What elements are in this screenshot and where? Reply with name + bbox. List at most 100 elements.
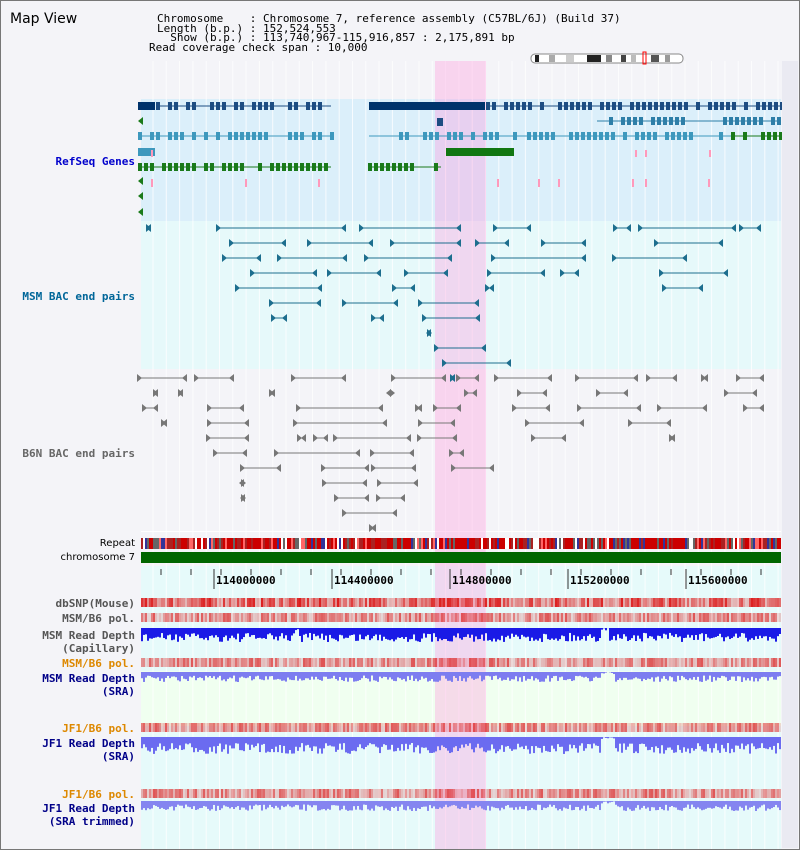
jf1-depth-trim-bar [529,801,531,811]
dbsnp-cell [421,598,423,607]
repeat-bar [205,538,207,549]
track-label-msm-depth-cap-sub: (Capillary) [62,642,135,655]
msm-pol-cell [381,613,383,622]
dbsnp-cell [489,598,491,607]
msm-depth-sra-bar [231,672,233,679]
jf1-pol-cell [349,723,351,732]
msm-depth-cap-bar [541,628,543,642]
jf1-pol-cell [685,723,687,732]
msm-depth-cap-bar [697,628,699,640]
msm-depth-sra-bar [285,672,287,682]
jf1-pol2-cell [317,789,319,798]
repeat-bar [441,538,443,549]
dbsnp-cell [395,598,397,607]
jf1-depth-bar [423,737,425,748]
b6n-bac-end [464,389,469,397]
jf1-pol-cell [393,723,395,732]
msm-depth-cap-bar [373,628,375,637]
msm-depth-cap-bar [149,628,151,639]
jf1-pol-cell [717,723,719,732]
msm-pol2-cell [593,658,595,667]
msm-depth-cap-bar [285,628,287,636]
repeat-bar [483,538,485,549]
track-label-jf1-b6-pol-1: JF1/B6 pol. [62,722,135,735]
msm-bac-end [229,239,234,247]
repeat-bar [167,538,169,549]
jf1-pol-cell [487,723,489,732]
repeat-bar [671,538,673,549]
msm-depth-cap-bar [559,628,561,640]
msm-pol2-cell [565,658,567,667]
msm-depth-sra-bar [651,672,653,678]
jf1-depth-trim-bar [369,801,371,811]
jf1-depth-trim-bar [589,801,591,808]
msm-depth-cap-bar [461,628,463,640]
jf1-depth-bar [559,737,561,747]
dbsnp-cell [719,598,721,607]
jf1-depth-bar [673,737,675,753]
b6n-bac-end [666,419,671,427]
msm-pol2-cell [503,658,505,667]
msm-depth-cap-bar [605,628,607,631]
jf1-depth-bar [211,737,213,752]
msm-depth-cap-bar [221,628,223,642]
repeat-bar [285,538,287,549]
refseq-gene-exon [294,102,298,110]
dbsnp-cell [227,598,229,607]
msm-depth-cap-bar [773,628,775,639]
dbsnp-cell [695,598,697,607]
dbsnp-cell [181,598,183,607]
refseq-gene-exon [240,132,244,140]
dbsnp-cell [461,598,463,607]
msm-depth-cap-bar [145,628,147,635]
dbsnp-cell [707,598,709,607]
refseq-gene-exon [399,132,403,140]
dbsnp-cell [209,598,211,607]
repeat-bar [533,538,535,549]
msm-pol2-cell [187,658,189,667]
msm-depth-cap-bar [335,628,337,640]
jf1-depth-trim-bar [667,801,669,811]
msm-depth-cap-bar [213,628,215,638]
msm-depth-sra-bar [639,672,641,679]
jf1-pol-cell [293,723,295,732]
jf1-depth-bar [739,737,741,749]
msm-pol-cell [515,613,517,622]
jf1-depth-trim-bar [315,801,317,806]
msm-pol-cell [443,613,445,622]
dbsnp-cell [429,598,431,607]
jf1-depth-trim-bar [533,801,535,810]
msm-depth-cap-bar [231,628,233,636]
dbsnp-cell [145,598,147,607]
msm-pol-cell [487,613,489,622]
jf1-pol-cell [175,723,177,732]
jf1-depth-trim-bar [625,801,627,811]
jf1-depth-bar [431,737,433,753]
msm-depth-cap-bar [229,628,231,639]
dbsnp-cell [457,598,459,607]
msm-pol-cell [341,613,343,622]
msm-pol2-cell [279,658,281,667]
b6n-bac-end [213,449,218,457]
jf1-pol-cell [635,723,637,732]
dbsnp-cell [195,598,197,607]
repeat-bar [551,538,553,549]
refseq-gene-exon [654,102,658,110]
jf1-pol2-cell [141,789,143,798]
msm-bac-end [282,314,287,322]
msm-depth-cap-bar [549,628,551,640]
msm-pol-cell [779,613,781,622]
msm-pol-cell [689,613,691,622]
repeat-bar [523,538,525,549]
msm-pol2-cell [537,658,539,667]
refseq-gene-exon [735,117,739,125]
jf1-pol2-cell [675,789,677,798]
msm-depth-cap-bar [425,628,427,638]
msm-pol2-cell [455,658,457,667]
dbsnp-cell [285,598,287,607]
msm-pol2-cell [247,658,249,667]
jf1-pol-cell [693,723,695,732]
msm-pol2-cell [699,658,701,667]
dbsnp-cell [177,598,179,607]
